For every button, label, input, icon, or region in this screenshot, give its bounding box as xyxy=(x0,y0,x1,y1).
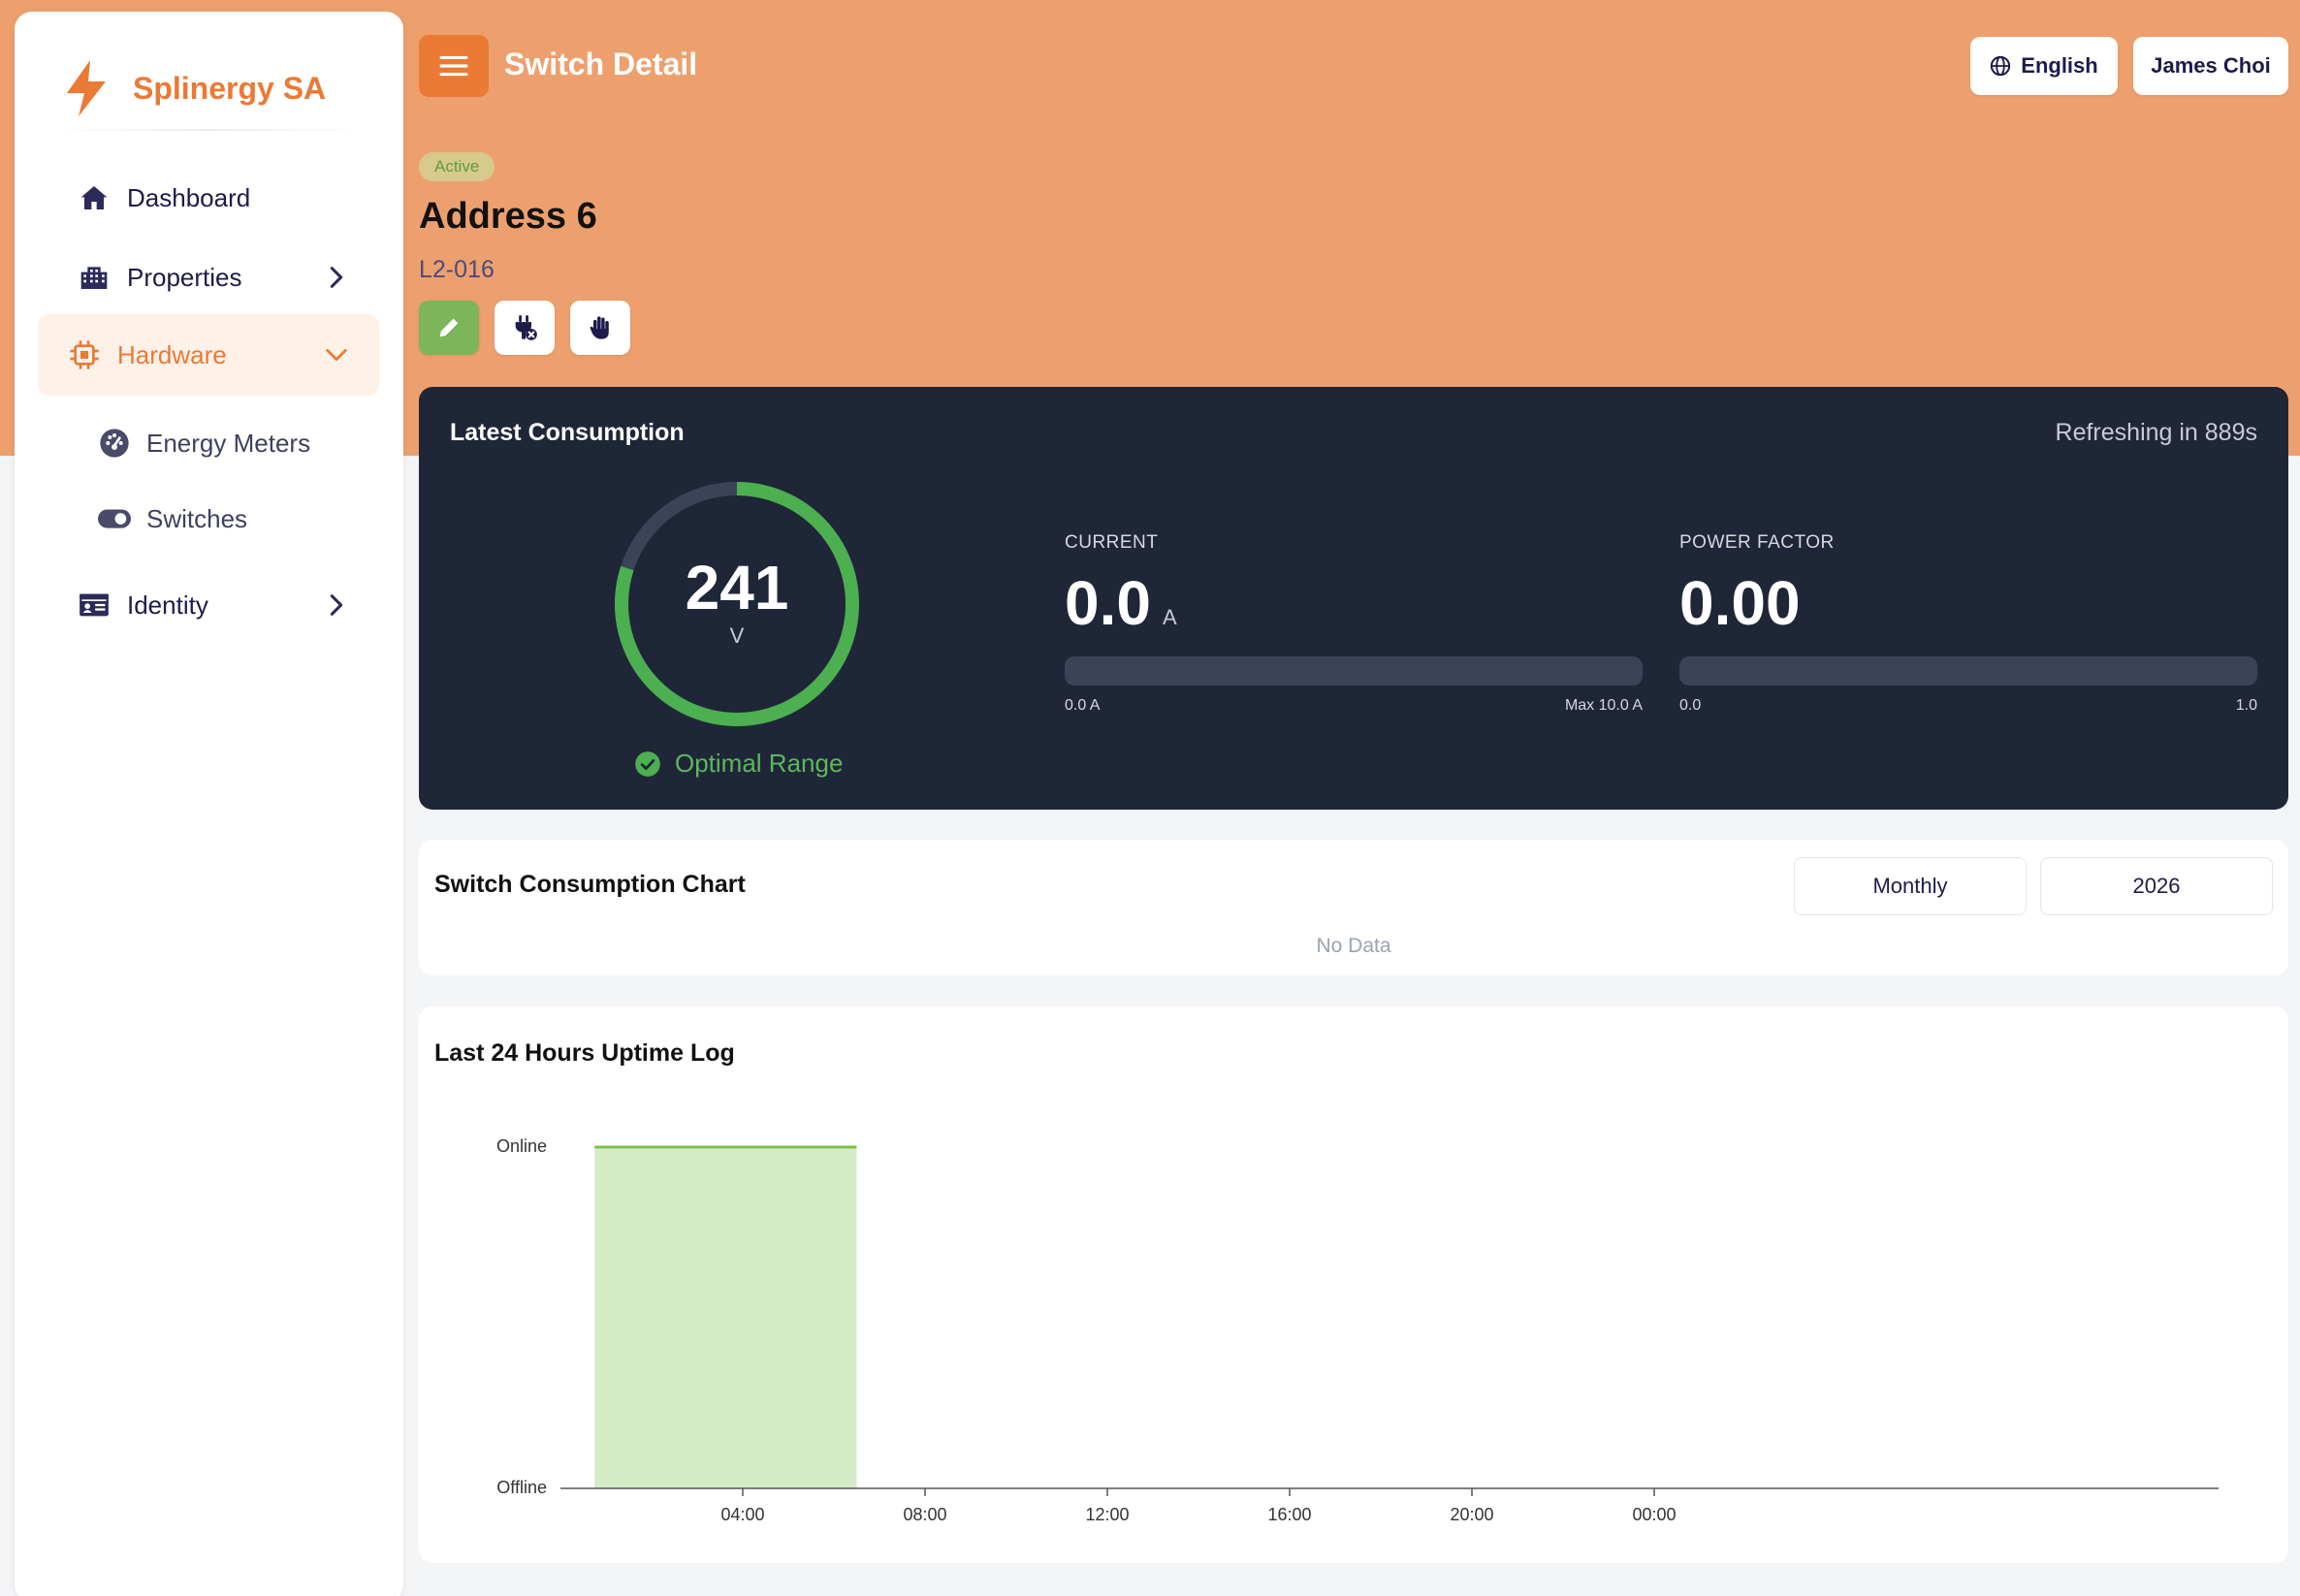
current-min: 0.0 A xyxy=(1065,697,1101,714)
sidebar-item-label: Properties xyxy=(127,262,242,292)
brand-name: Splinergy SA xyxy=(133,70,327,106)
menu-toggle-button[interactable] xyxy=(419,35,489,97)
x-tick-label: 16:00 xyxy=(1267,1505,1311,1524)
chevron-down-icon xyxy=(326,348,347,362)
current-value: 0.0 xyxy=(1065,568,1151,638)
current-metric: CURRENT 0.0 A 0.0 A Max 10.0 A xyxy=(1065,532,1643,715)
plug-off-icon xyxy=(515,315,537,340)
x-ticks: 04:00 08:00 12:00 16:00 20:00 00:00 xyxy=(720,1488,1677,1524)
card-title: Last 24 Hours Uptime Log xyxy=(434,1039,735,1067)
voltage-value: 241 xyxy=(685,553,789,622)
hand-icon xyxy=(590,316,609,339)
chevron-right-icon xyxy=(330,594,343,616)
gauge-icon xyxy=(98,427,131,460)
divider xyxy=(53,129,365,131)
power-factor-bar-range: 0.0 1.0 xyxy=(1679,697,2257,715)
power-factor-value: 0.00 xyxy=(1679,568,1801,638)
power-factor-bar xyxy=(1679,656,2257,686)
home-icon xyxy=(77,180,112,215)
consumption-chart-card: Switch Consumption Chart Monthly 2026 No… xyxy=(419,840,2288,975)
gauge-arc xyxy=(615,482,859,726)
sidebar-item-label: Energy Meters xyxy=(146,428,311,458)
sidebar-item-identity[interactable]: Identity xyxy=(38,564,379,646)
power-factor-min: 0.0 xyxy=(1679,697,1702,714)
id-card-icon xyxy=(77,588,112,622)
empty-state: No Data xyxy=(1316,935,1391,957)
sidebar-item-label: Identity xyxy=(127,590,208,620)
voltage-status: Optimal Range xyxy=(634,749,843,779)
period-select[interactable]: Monthly xyxy=(1794,857,2027,915)
year-select[interactable]: 2026 xyxy=(2040,857,2273,915)
sidebar-item-hardware[interactable]: Hardware xyxy=(38,314,379,396)
disconnect-button[interactable] xyxy=(495,301,555,355)
sidebar-subitem-switches[interactable]: Switches xyxy=(38,485,379,553)
card-title: Latest Consumption xyxy=(450,419,685,446)
voltage-unit: V xyxy=(729,623,745,648)
current-bar xyxy=(1065,656,1643,686)
globe-icon xyxy=(1991,55,2011,77)
stop-button[interactable] xyxy=(570,301,630,355)
current-max: Max 10.0 A xyxy=(1564,697,1643,714)
card-title: Switch Consumption Chart xyxy=(434,871,746,898)
status-badge: Active xyxy=(419,152,495,181)
metric-label: CURRENT xyxy=(1065,532,1159,553)
device-title: Address 6 xyxy=(419,196,597,237)
x-tick-label: 08:00 xyxy=(903,1505,946,1524)
x-tick-label: 12:00 xyxy=(1085,1505,1129,1524)
building-icon xyxy=(77,260,112,295)
sidebar-item-properties[interactable]: Properties xyxy=(38,237,379,318)
x-tick-label: 00:00 xyxy=(1632,1505,1676,1524)
refresh-countdown: Refreshing in 889s xyxy=(2055,419,2257,446)
uptime-area xyxy=(594,1147,857,1488)
user-menu-button[interactable]: James Choi xyxy=(2133,37,2288,95)
chevron-right-icon xyxy=(330,267,343,288)
brand[interactable]: Splinergy SA xyxy=(61,45,326,132)
uptime-log-card: Last 24 Hours Uptime Log Online Offline … xyxy=(419,1006,2288,1563)
metric-value: 0.0 A xyxy=(1065,567,1643,639)
language-button[interactable]: English xyxy=(1970,37,2118,95)
sidebar-item-label: Hardware xyxy=(117,339,227,369)
page-title: Switch Detail xyxy=(504,47,698,81)
device-code: L2-016 xyxy=(419,256,495,283)
sidebar-subitem-energy-meters[interactable]: Energy Meters xyxy=(38,409,379,477)
uptime-chart: Online Offline 04:00 08:00 12:00 16:00 20:00… xyxy=(496,1136,2219,1524)
voltage-gauge xyxy=(615,482,859,726)
y-tick-label: Online xyxy=(496,1136,547,1156)
hamburger-icon xyxy=(439,55,468,77)
edit-button[interactable] xyxy=(419,301,479,355)
current-bar-range: 0.0 A Max 10.0 A xyxy=(1065,697,1643,715)
y-tick-label: Offline xyxy=(496,1478,547,1497)
pencil-icon xyxy=(439,318,459,337)
power-factor-metric: POWER FACTOR 0.00 0.0 1.0 xyxy=(1679,532,2257,715)
x-tick-label: 20:00 xyxy=(1450,1505,1493,1524)
latest-consumption-card: Latest Consumption Refreshing in 889s 24… xyxy=(419,387,2288,810)
current-unit: A xyxy=(1162,605,1177,629)
chip-icon xyxy=(67,337,102,372)
check-circle-icon xyxy=(635,750,660,777)
voltage-status-label: Optimal Range xyxy=(675,749,844,778)
sidebar: Splinergy SA Dashboard Properties Hardwa… xyxy=(15,12,403,1596)
sidebar-item-label: Switches xyxy=(146,503,248,533)
user-name: James Choi xyxy=(2151,53,2271,78)
x-tick-label: 04:00 xyxy=(720,1505,764,1524)
metric-value: 0.00 xyxy=(1679,567,2257,639)
metric-label: POWER FACTOR xyxy=(1679,532,1835,553)
sidebar-item-label: Dashboard xyxy=(127,182,251,212)
language-label: English xyxy=(2021,53,2098,78)
sidebar-item-dashboard[interactable]: Dashboard xyxy=(38,157,379,239)
lightning-bolt-icon xyxy=(67,60,106,116)
toggle-icon xyxy=(98,502,131,535)
power-factor-max: 1.0 xyxy=(2235,697,2257,714)
